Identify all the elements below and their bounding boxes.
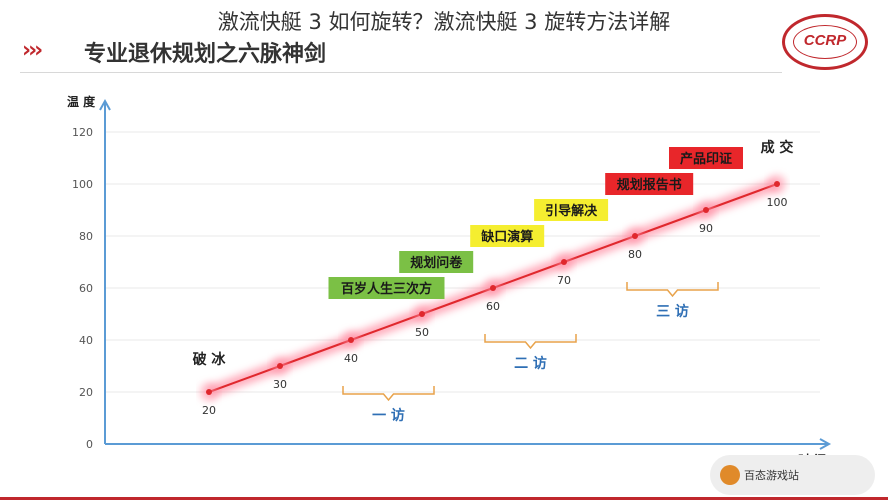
callout-box (470, 225, 545, 247)
y-tick-label: 80 (79, 230, 93, 243)
data-point (490, 285, 496, 291)
data-point (703, 207, 709, 213)
chevron-icon: ››› (22, 38, 43, 63)
data-value-label: 100 (767, 196, 788, 209)
callout-label: 规划问卷 (410, 255, 463, 271)
data-value-label: 60 (486, 300, 500, 313)
y-axis-label: 温 度 (67, 94, 96, 109)
data-value-label: 80 (628, 248, 642, 261)
title-divider (20, 72, 782, 73)
callout-label: 产品印证 (680, 151, 732, 167)
data-value-label: 70 (557, 274, 571, 287)
ccrp-logo: CCRP (782, 14, 868, 70)
visit-bracket (484, 334, 577, 350)
logo-ring (793, 25, 857, 59)
data-value-label: 90 (699, 222, 713, 235)
y-tick-label: 120 (72, 126, 93, 139)
visit-bracket (342, 386, 435, 402)
data-point (774, 181, 780, 187)
overlay-title: 激流快艇 3 如何旋转？激流快艇 3 旋转方法详解 (217, 10, 671, 34)
callout-box (534, 199, 609, 221)
y-tick-label: 40 (79, 334, 93, 347)
watermark-text: 百态游戏站 (744, 469, 799, 482)
y-tick-label: 20 (79, 386, 93, 399)
callout-label: 缺口演算 (480, 229, 533, 245)
callout-label: 百岁人生三次方 (341, 281, 432, 297)
x-axis-arrow-icon (819, 438, 832, 450)
bottom-divider (0, 497, 888, 500)
data-point (419, 311, 425, 317)
data-point (561, 259, 567, 265)
callout-label: 引导解决 (545, 203, 598, 219)
watermark-badge: 百态游戏站 (710, 455, 875, 495)
stage-label: 成 交 (761, 139, 794, 156)
data-value-label: 20 (202, 404, 216, 417)
y-tick-label: 0 (86, 438, 93, 451)
data-point (348, 337, 354, 343)
data-value-label: 50 (415, 326, 429, 339)
data-point (206, 389, 212, 395)
data-point (277, 363, 283, 369)
callout-label: 规划报告书 (617, 177, 682, 193)
visit-label: 一 访 (372, 407, 405, 424)
visit-label: 二 访 (514, 355, 547, 372)
y-axis-arrow-icon (99, 98, 111, 111)
callout-box (605, 173, 694, 195)
y-tick-label: 60 (79, 282, 93, 295)
visit-label: 三 访 (656, 303, 689, 320)
visit-bracket (626, 282, 719, 298)
data-value-label: 40 (344, 352, 358, 365)
callout-box (669, 147, 743, 169)
callout-box (399, 251, 474, 273)
stage-label: 破 冰 (193, 351, 227, 368)
data-point (632, 233, 638, 239)
data-value-label: 30 (273, 378, 287, 391)
callout-box (328, 277, 445, 299)
logo-text: CCRP (803, 32, 847, 49)
y-tick-label: 100 (72, 178, 93, 191)
watermark-logo-icon (720, 465, 740, 485)
slide-title: 专业退休规划之六脉神剑 (84, 42, 327, 67)
